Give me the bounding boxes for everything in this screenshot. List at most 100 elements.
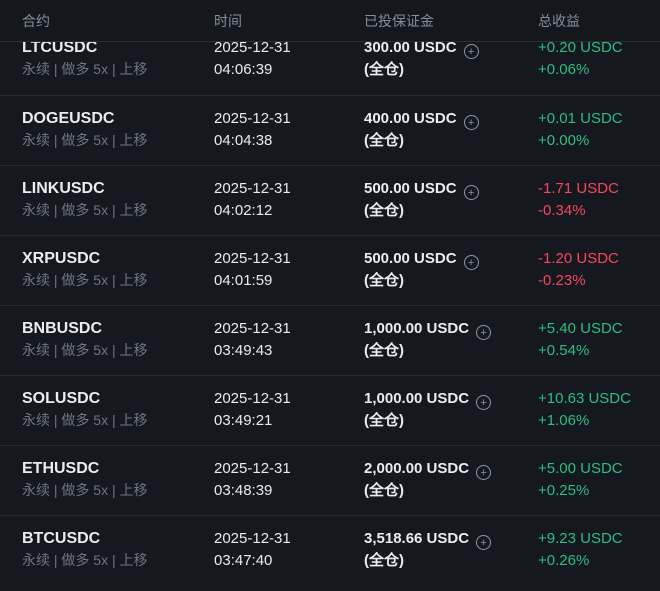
table-header: 合约 时间 已投保证金 总收益 xyxy=(0,0,660,42)
order-date: 2025-12-31 xyxy=(214,110,291,127)
position-row[interactable]: BTCUSDC 永续 | 做多 5x | 上移 2025-12-31 03:47… xyxy=(0,515,660,585)
contract-symbol: ETHUSDC xyxy=(22,460,100,477)
margin-mode: (全仓) xyxy=(364,342,404,359)
circle-plus-icon[interactable]: + xyxy=(476,395,492,410)
margin-amount: 3,518.66 USDC xyxy=(364,530,470,547)
pnl-percent: +0.25% xyxy=(538,482,590,499)
margin-cell: 300.00 USDC + (全仓) xyxy=(364,38,538,79)
order-date: 2025-12-31 xyxy=(214,390,291,407)
order-date: 2025-12-31 xyxy=(214,530,291,547)
margin-mode: (全仓) xyxy=(364,552,404,569)
pnl-percent: +0.06% xyxy=(538,61,590,78)
circle-plus-icon[interactable]: + xyxy=(463,185,479,200)
contract-tags: 永续 | 做多 5x | 上移 xyxy=(22,202,148,218)
contract-tags: 永续 | 做多 5x | 上移 xyxy=(22,61,148,77)
pnl-cell: +5.00 USDC +0.25% xyxy=(538,459,648,500)
pnl-cell: +5.40 USDC +0.54% xyxy=(538,319,648,360)
order-time: 04:01:59 xyxy=(214,272,273,289)
pnl-amount: +5.40 USDC xyxy=(538,320,623,337)
position-row[interactable]: LTCUSDC 永续 | 做多 5x | 上移 2025-12-31 04:06… xyxy=(0,25,660,95)
position-row[interactable]: SOLUSDC 永续 | 做多 5x | 上移 2025-12-31 03:49… xyxy=(0,375,660,445)
contract-symbol: DOGEUSDC xyxy=(22,110,115,127)
margin-amount: 1,000.00 USDC xyxy=(364,390,470,407)
contract-cell: BTCUSDC 永续 | 做多 5x | 上移 xyxy=(22,529,214,570)
margin-amount: 1,000.00 USDC xyxy=(364,320,470,337)
margin-amount: 2,000.00 USDC xyxy=(364,460,470,477)
circle-plus-icon[interactable]: + xyxy=(476,325,492,340)
pnl-amount: +0.01 USDC xyxy=(538,110,623,127)
pnl-cell: -1.20 USDC -0.23% xyxy=(538,249,648,290)
circle-plus-icon[interactable]: + xyxy=(463,44,479,59)
order-date: 2025-12-31 xyxy=(214,320,291,337)
contract-cell: XRPUSDC 永续 | 做多 5x | 上移 xyxy=(22,249,214,290)
contract-symbol: LTCUSDC xyxy=(22,39,98,56)
pnl-percent: +0.26% xyxy=(538,552,590,569)
circle-plus-icon[interactable]: + xyxy=(463,255,479,270)
position-row[interactable]: XRPUSDC 永续 | 做多 5x | 上移 2025-12-31 04:01… xyxy=(0,235,660,305)
contract-tags: 永续 | 做多 5x | 上移 xyxy=(22,342,148,358)
position-row[interactable]: DOGEUSDC 永续 | 做多 5x | 上移 2025-12-31 04:0… xyxy=(0,95,660,165)
margin-cell: 500.00 USDC + (全仓) xyxy=(364,179,538,220)
pnl-percent: -0.23% xyxy=(538,272,586,289)
pnl-percent: +0.54% xyxy=(538,342,590,359)
position-row[interactable]: LINKUSDC 永续 | 做多 5x | 上移 2025-12-31 04:0… xyxy=(0,165,660,235)
contract-tags: 永续 | 做多 5x | 上移 xyxy=(22,552,148,568)
margin-cell: 2,000.00 USDC + (全仓) xyxy=(364,459,538,500)
margin-mode: (全仓) xyxy=(364,132,404,149)
order-date: 2025-12-31 xyxy=(214,460,291,477)
margin-cell: 500.00 USDC + (全仓) xyxy=(364,249,538,290)
contract-cell: SOLUSDC 永续 | 做多 5x | 上移 xyxy=(22,389,214,430)
contract-cell: ETHUSDC 永续 | 做多 5x | 上移 xyxy=(22,459,214,500)
contract-cell: BNBUSDC 永续 | 做多 5x | 上移 xyxy=(22,319,214,360)
circle-plus-icon[interactable]: + xyxy=(476,465,492,480)
time-cell: 2025-12-31 03:47:40 xyxy=(214,529,364,570)
pnl-cell: +0.20 USDC +0.06% xyxy=(538,38,648,79)
column-header-contract: 合约 xyxy=(22,12,50,29)
order-time: 04:02:12 xyxy=(214,202,273,219)
order-time: 03:47:40 xyxy=(214,552,273,569)
time-cell: 2025-12-31 03:49:21 xyxy=(214,389,364,430)
margin-mode: (全仓) xyxy=(364,482,404,499)
pnl-amount: +9.23 USDC xyxy=(538,530,623,547)
contract-cell: DOGEUSDC 永续 | 做多 5x | 上移 xyxy=(22,109,214,150)
order-time: 03:49:43 xyxy=(214,342,273,359)
order-time: 04:04:38 xyxy=(214,132,273,149)
order-date: 2025-12-31 xyxy=(214,39,291,56)
contract-tags: 永续 | 做多 5x | 上移 xyxy=(22,132,148,148)
order-date: 2025-12-31 xyxy=(214,250,291,267)
margin-amount: 400.00 USDC xyxy=(364,110,457,127)
contract-tags: 永续 | 做多 5x | 上移 xyxy=(22,482,148,498)
pnl-amount: +10.63 USDC xyxy=(538,390,631,407)
contract-cell: LINKUSDC 永续 | 做多 5x | 上移 xyxy=(22,179,214,220)
pnl-percent: +1.06% xyxy=(538,412,590,429)
time-cell: 2025-12-31 03:48:39 xyxy=(214,459,364,500)
contract-tags: 永续 | 做多 5x | 上移 xyxy=(22,412,148,428)
order-time: 03:49:21 xyxy=(214,412,273,429)
position-row[interactable]: BNBUSDC 永续 | 做多 5x | 上移 2025-12-31 03:49… xyxy=(0,305,660,375)
contract-symbol: BNBUSDC xyxy=(22,320,102,337)
margin-cell: 400.00 USDC + (全仓) xyxy=(364,109,538,150)
time-cell: 2025-12-31 03:49:43 xyxy=(214,319,364,360)
margin-amount: 500.00 USDC xyxy=(364,180,457,197)
pnl-percent: -0.34% xyxy=(538,202,586,219)
circle-plus-icon[interactable]: + xyxy=(463,115,479,130)
pnl-cell: +9.23 USDC +0.26% xyxy=(538,529,648,570)
circle-plus-icon[interactable]: + xyxy=(476,535,492,550)
order-time: 03:48:39 xyxy=(214,482,273,499)
margin-cell: 3,518.66 USDC + (全仓) xyxy=(364,529,538,570)
pnl-amount: -1.71 USDC xyxy=(538,180,619,197)
position-row[interactable]: ETHUSDC 永续 | 做多 5x | 上移 2025-12-31 03:48… xyxy=(0,445,660,515)
contract-symbol: LINKUSDC xyxy=(22,180,105,197)
margin-amount: 300.00 USDC xyxy=(364,39,457,56)
column-header-pnl: 总收益 xyxy=(538,12,580,29)
margin-mode: (全仓) xyxy=(364,272,404,289)
time-cell: 2025-12-31 04:01:59 xyxy=(214,249,364,290)
pnl-amount: +5.00 USDC xyxy=(538,460,623,477)
pnl-amount: +0.20 USDC xyxy=(538,39,623,56)
order-time: 04:06:39 xyxy=(214,61,273,78)
column-header-time: 时间 xyxy=(214,12,242,29)
pnl-amount: -1.20 USDC xyxy=(538,250,619,267)
margin-cell: 1,000.00 USDC + (全仓) xyxy=(364,389,538,430)
margin-mode: (全仓) xyxy=(364,202,404,219)
position-list: LTCUSDC 永续 | 做多 5x | 上移 2025-12-31 04:06… xyxy=(0,25,660,585)
